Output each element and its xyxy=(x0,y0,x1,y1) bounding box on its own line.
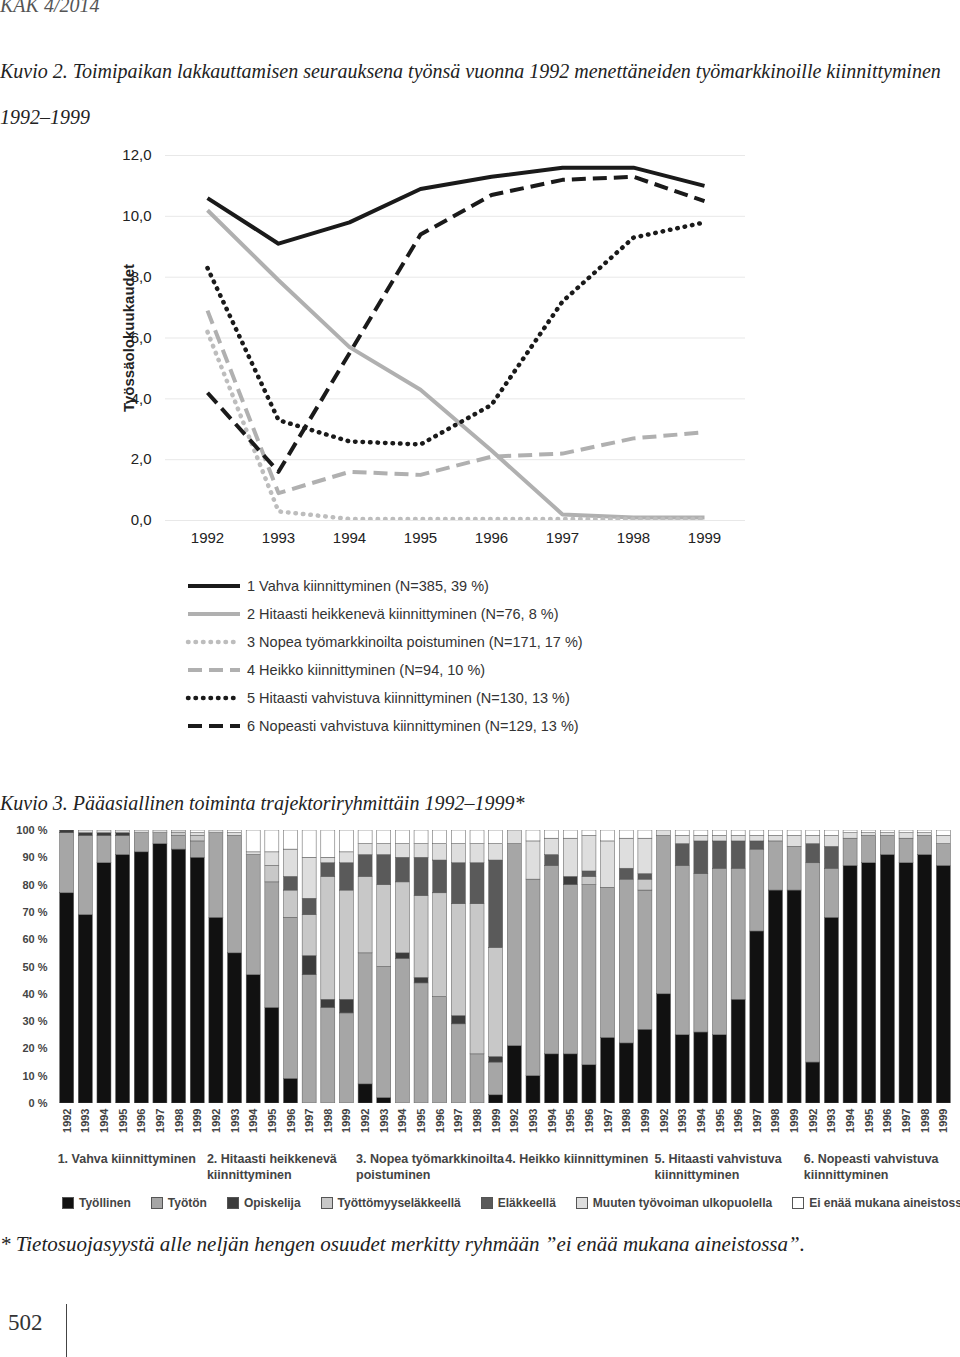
svg-text:1992: 1992 xyxy=(508,1109,520,1133)
svg-text:1998: 1998 xyxy=(173,1109,185,1133)
svg-text:90 %: 90 % xyxy=(22,851,47,863)
svg-text:1996: 1996 xyxy=(135,1109,147,1133)
html-text:6 Nopeasti vahvistuva kiinnitt: 6 Nopeasti vahvistuva kiinnittyminen (N=… xyxy=(247,718,579,734)
svg-text:1994: 1994 xyxy=(695,1108,707,1133)
svg-text:1996: 1996 xyxy=(732,1109,744,1133)
html-text:4. Heikko kiinnittyminen: 4. Heikko kiinnittyminen xyxy=(505,1152,649,1166)
svg-text:2,0: 2,0 xyxy=(131,450,152,467)
html-text:5. Hitaasti vahvistuva kiinnit: 5. Hitaasti vahvistuva kiinnittyminen xyxy=(654,1152,782,1182)
svg-text:8,0: 8,0 xyxy=(130,268,152,285)
svg-text:30 %: 30 % xyxy=(22,1015,47,1027)
svg-text:10,0: 10,0 xyxy=(122,207,151,224)
html-text:Eläkkeellä: Eläkkeellä xyxy=(497,1196,556,1210)
svg-text:1998: 1998 xyxy=(919,1109,931,1133)
svg-text:1997: 1997 xyxy=(303,1109,315,1133)
svg-text:Työssäolokuukaudet: Työssäolokuukaudet xyxy=(120,264,137,412)
svg-text:1992: 1992 xyxy=(658,1109,670,1133)
html-text:4 Heikko kiinnittyminen (N=94,: 4 Heikko kiinnittyminen (N=94, 10 %) xyxy=(247,662,486,678)
svg-text:1997: 1997 xyxy=(751,1109,763,1133)
svg-text:1997: 1997 xyxy=(602,1109,614,1133)
svg-text:70 %: 70 % xyxy=(22,906,47,918)
html-text:Työtön: Työtön xyxy=(167,1196,207,1210)
html-text:2. Hitaasti heikkenevä kiinnit: 2. Hitaasti heikkenevä kiinnittyminen xyxy=(206,1152,337,1182)
svg-text:1992: 1992 xyxy=(210,1109,222,1133)
html-text:Kuvio 3. Pääasiallinen toimint: Kuvio 3. Pääasiallinen toiminta trajekto… xyxy=(0,792,525,814)
svg-text:1998: 1998 xyxy=(769,1109,781,1133)
svg-text:1995: 1995 xyxy=(404,529,437,546)
html-text:5 Hitaasti vahvistuva kiinnitt: 5 Hitaasti vahvistuva kiinnittyminen (N=… xyxy=(247,690,570,706)
html-text:Työllinen: Työllinen xyxy=(79,1196,131,1210)
svg-text:1999: 1999 xyxy=(191,1109,203,1133)
svg-text:40 %: 40 % xyxy=(22,988,47,1000)
html-text:Opiskelija: Opiskelija xyxy=(243,1196,301,1210)
svg-text:1996: 1996 xyxy=(583,1109,595,1133)
svg-text:1999: 1999 xyxy=(937,1109,949,1133)
svg-text:1992: 1992 xyxy=(191,529,224,546)
svg-text:1996: 1996 xyxy=(285,1109,297,1133)
svg-text:0,0: 0,0 xyxy=(131,511,152,528)
svg-text:0 %: 0 % xyxy=(29,1097,48,1109)
svg-text:1999: 1999 xyxy=(639,1109,651,1133)
svg-text:20 %: 20 % xyxy=(22,1042,47,1054)
html-text:Muuten työvoiman ulkopuolella: Muuten työvoiman ulkopuolella xyxy=(592,1196,773,1210)
svg-text:1996: 1996 xyxy=(475,529,508,546)
html-text:Kuvio 2. Toimipaikan lakkautta: Kuvio 2. Toimipaikan lakkauttamisen seur… xyxy=(0,60,941,128)
svg-text:1995: 1995 xyxy=(714,1109,726,1133)
svg-text:50 %: 50 % xyxy=(22,961,47,973)
svg-text:4,0: 4,0 xyxy=(130,389,152,407)
html-text:502: 502 xyxy=(8,1310,43,1335)
svg-text:1997: 1997 xyxy=(546,529,579,546)
svg-text:12,0: 12,0 xyxy=(122,146,151,163)
html-text:1 Vahva kiinnittyminen (N=385,: 1 Vahva kiinnittyminen (N=385, 39 %) xyxy=(247,578,489,594)
svg-text:1996: 1996 xyxy=(881,1109,893,1133)
svg-text:1995: 1995 xyxy=(415,1109,427,1133)
svg-text:1993: 1993 xyxy=(79,1109,91,1133)
svg-text:1993: 1993 xyxy=(262,529,295,546)
svg-text:1995: 1995 xyxy=(863,1109,875,1133)
html-text:1. Vahva kiinnittyminen: 1. Vahva kiinnittyminen xyxy=(57,1152,196,1166)
svg-text:1994: 1994 xyxy=(333,529,366,546)
html-text:2 Hitaasti heikkenevä kiinnitt: 2 Hitaasti heikkenevä kiinnittyminen (N=… xyxy=(247,606,559,622)
svg-text:1999: 1999 xyxy=(340,1109,352,1133)
svg-text:1994: 1994 xyxy=(98,1108,110,1133)
svg-text:1995: 1995 xyxy=(266,1109,278,1133)
svg-text:1992: 1992 xyxy=(807,1109,819,1133)
svg-text:1998: 1998 xyxy=(620,1109,632,1133)
svg-text:1994: 1994 xyxy=(844,1108,856,1133)
svg-text:6,0: 6,0 xyxy=(130,328,152,346)
svg-text:1995: 1995 xyxy=(117,1109,129,1133)
svg-text:10 %: 10 % xyxy=(22,1070,47,1082)
svg-text:1998: 1998 xyxy=(617,529,650,546)
html-text:6. Nopeasti vahvistuva kiinnit: 6. Nopeasti vahvistuva kiinnittyminen xyxy=(803,1152,939,1182)
html-text:Työttömyyseläkkeellä: Työttömyyseläkkeellä xyxy=(337,1196,461,1210)
svg-text:100 %: 100 % xyxy=(16,824,47,836)
svg-text:60 %: 60 % xyxy=(22,933,47,945)
svg-text:1993: 1993 xyxy=(378,1109,390,1133)
svg-text:1993: 1993 xyxy=(825,1109,837,1133)
svg-text:1992: 1992 xyxy=(61,1109,73,1133)
svg-text:1996: 1996 xyxy=(434,1109,446,1133)
svg-text:1999: 1999 xyxy=(688,529,721,546)
svg-text:1995: 1995 xyxy=(564,1109,576,1133)
svg-text:80 %: 80 % xyxy=(22,879,47,891)
html-text:3 Nopea työmarkkinoilta poistu: 3 Nopea työmarkkinoilta poistuminen (N=1… xyxy=(247,634,583,650)
svg-text:1997: 1997 xyxy=(452,1109,464,1133)
svg-text:1993: 1993 xyxy=(676,1109,688,1133)
svg-text:1993: 1993 xyxy=(229,1109,241,1133)
svg-text:1999: 1999 xyxy=(490,1109,502,1133)
svg-text:1994: 1994 xyxy=(396,1108,408,1133)
svg-text:1997: 1997 xyxy=(154,1109,166,1133)
svg-text:1994: 1994 xyxy=(247,1108,259,1133)
svg-text:1993: 1993 xyxy=(527,1109,539,1133)
svg-text:1998: 1998 xyxy=(322,1109,334,1133)
html-text:* Tietosuojasyystä alle neljän: * Tietosuojasyystä alle neljän hengen os… xyxy=(0,1232,805,1256)
svg-text:1992: 1992 xyxy=(359,1109,371,1133)
html-text:3. Nopea työmarkkinoilta poist: 3. Nopea työmarkkinoilta poistuminen xyxy=(356,1152,505,1182)
svg-text:1999: 1999 xyxy=(788,1109,800,1133)
svg-text:1997: 1997 xyxy=(900,1109,912,1133)
svg-text:1994: 1994 xyxy=(546,1108,558,1133)
svg-text:1998: 1998 xyxy=(471,1109,483,1133)
